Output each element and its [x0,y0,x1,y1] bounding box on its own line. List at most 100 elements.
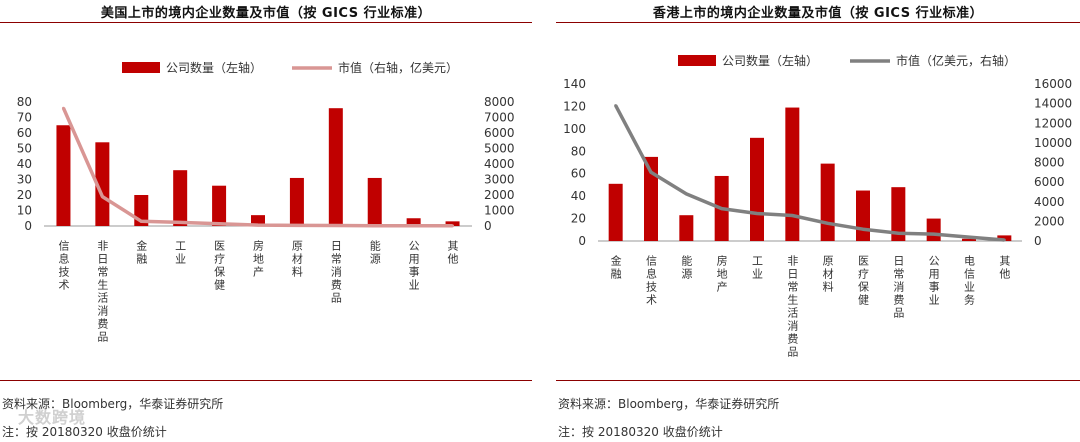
bar [251,215,265,226]
left-axis-tick-label: 0 [24,219,32,233]
left-axis-tick-label: 80 [17,95,32,109]
left-axis-tick-label: 0 [578,234,586,248]
right-axis-tick-label: 0 [1034,234,1042,248]
category-label: 电信业务 [963,255,976,307]
category-label: 公用事业 [407,240,420,292]
category-label: 原材料 [290,240,303,279]
category-label: 非日常生活消费品 [786,255,799,359]
left-axis-tick-label: 140 [563,77,586,91]
left-axis-tick-label: 40 [17,157,32,171]
bar [56,125,71,226]
right-axis-tick-label: 3000 [484,173,515,187]
bar [445,221,460,226]
right-axis-tick-label: 12000 [1034,116,1072,130]
category-label: 信息技术 [57,240,70,292]
bar [820,163,835,241]
line-point [896,231,900,235]
left-axis-tick-label: 50 [17,142,32,156]
left-axis-tick-label: 80 [571,144,586,158]
line-point [649,170,653,174]
legend-line-label: 市值（右轴，亿美元） [338,60,458,75]
left-axis-tick-label: 100 [563,122,586,136]
bar [785,107,800,241]
category-label: 房地产 [715,255,728,294]
category-label: 其他 [998,255,1011,281]
market-value-line [61,107,453,228]
legend-bar-swatch [678,55,716,66]
right-axis-tick-label: 16000 [1034,77,1072,91]
legend-line-label: 市值（亿美元，右轴） [896,53,1016,68]
category-label: 医疗保健 [213,240,226,292]
title-divider [0,22,532,23]
line-point [790,213,794,217]
hk-chart-svg: 0 20 40 60 80 100 120 140 0 2000 4000 6000 8000 10000… [563,53,1072,359]
left-axis-tick-label: 20 [17,188,32,202]
right-axis-tick-label: 10000 [1034,136,1072,150]
category-label: 能源 [680,254,693,281]
category-label: 金融 [609,254,622,281]
line-point [412,224,416,228]
right-axis-tick-label: 0 [484,219,492,233]
bar [644,156,658,241]
bar [367,177,382,226]
left-axis-tick-label: 60 [17,126,32,140]
bar [856,190,870,241]
bar [173,170,188,226]
line-point [178,220,182,224]
category-label: 工业 [751,255,764,281]
right-axis-tick-label: 4000 [484,157,515,171]
left-axis-tick-label: 120 [563,99,586,113]
line-point [217,222,221,226]
legend-bar-swatch [122,62,160,73]
category-label: 日常消费品 [329,240,342,305]
bar [926,218,941,241]
line-point [100,195,104,199]
line-point [826,221,830,225]
right-axis-tick-label: 8000 [484,95,515,109]
category-label: 非日常生活消费品 [96,240,109,344]
line-point [684,192,688,196]
category-label: 原材料 [821,255,834,294]
line-point [295,223,299,227]
watermark-text: 大数跨境 [18,408,87,427]
left-axis-tick-label: 30 [17,173,32,187]
title-divider [556,22,1080,23]
category-label: 其他 [446,240,459,266]
right-axis-tick-label: 14000 [1034,97,1072,111]
line-point [334,224,338,228]
bar [328,108,343,226]
left-axis-tick-label: 20 [571,212,586,226]
hk-chart-panel: 香港上市的境内企业数量及市值（按 GICS 行业标准） 0 20 40 60 80 100… [556,0,1080,442]
chart-title: 美国上市的境内企业数量及市值（按 GICS 行业标准） [100,6,432,21]
legend-bar-label: 公司数量（左轴） [166,60,262,75]
category-label: 信息技术 [645,255,658,307]
line-point [139,219,143,223]
bar [750,137,764,241]
right-axis-tick-label: 2000 [1034,214,1065,228]
right-axis-tick-label: 5000 [484,142,515,156]
right-axis-tick-label: 4000 [1034,195,1065,209]
line-point [61,106,65,110]
us-chart-svg: 0102030405060708001000200030004000500060… [17,60,515,344]
note-text: 注：按 20180320 收盘价统计 [558,425,723,439]
line-point [614,104,618,108]
left-axis-tick-label: 70 [17,111,32,125]
category-label: 房地产 [252,240,265,279]
bar [608,183,623,241]
legend-bar-label: 公司数量（左轴） [722,53,818,68]
source-text: 资料来源：Bloomberg，华泰证券研究所 [2,397,224,411]
line-point [755,212,759,216]
right-axis-tick-label: 8000 [1034,156,1065,170]
right-axis-tick-label: 7000 [484,111,515,125]
line-point [967,235,971,239]
category-label: 金融 [135,239,148,266]
left-axis-tick-label: 10 [17,204,32,218]
left-axis-tick-label: 40 [571,189,586,203]
right-axis-tick-label: 2000 [484,188,515,202]
bar [95,142,110,226]
line-point [373,224,377,228]
bar [289,177,304,226]
line-point [861,227,865,231]
line-point [256,223,260,227]
category-label: 医疗保健 [857,255,870,307]
